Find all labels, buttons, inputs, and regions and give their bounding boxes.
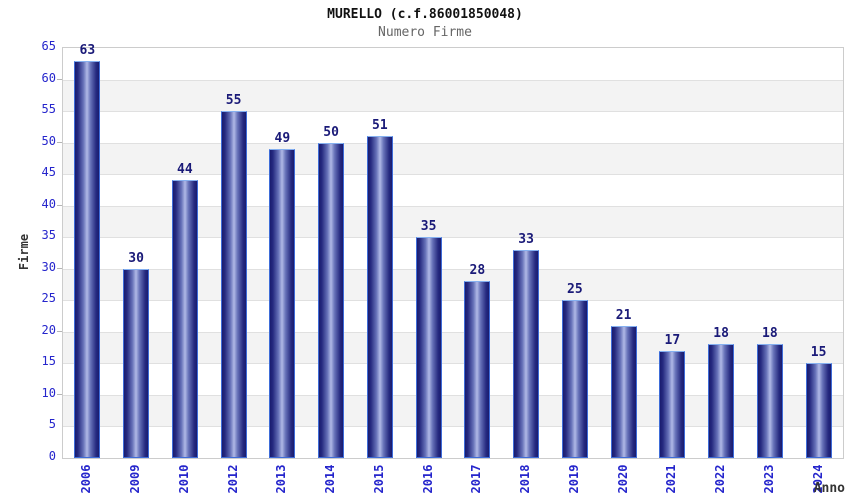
bar-value-label: 17 xyxy=(664,332,681,348)
x-tick-label: 2012 xyxy=(225,464,240,494)
y-tick-mark xyxy=(57,141,62,143)
y-tick-label: 5 xyxy=(48,417,56,432)
y-tick-label: 0 xyxy=(48,449,56,463)
bar xyxy=(318,142,345,458)
x-tick-label: 2016 xyxy=(420,464,435,494)
grid-band xyxy=(63,142,843,175)
x-tick-label: 2021 xyxy=(664,464,679,494)
bars-layer: 63 30 44 55 49 50 51 35 28 33 25 21 17 18 18 15 xyxy=(63,43,843,458)
y-tick-mark xyxy=(57,267,62,269)
bar-slot: 21 xyxy=(599,48,648,458)
bar-value-label: 18 xyxy=(713,326,729,342)
bar xyxy=(366,136,393,458)
x-tick-label: 2009 xyxy=(128,464,143,494)
bar xyxy=(74,60,101,458)
y-tick-label: 10 xyxy=(41,385,56,400)
x-tick-label: 2018 xyxy=(518,464,533,494)
x-tick-label: 2019 xyxy=(566,464,581,494)
y-tick-label: 25 xyxy=(41,291,56,306)
x-tick-label: 2017 xyxy=(469,464,484,494)
bar-value-label: 49 xyxy=(274,130,291,146)
bar xyxy=(123,268,150,458)
x-tick-label: 2022 xyxy=(713,464,728,494)
x-tick-label: 2014 xyxy=(323,464,338,494)
bar xyxy=(561,300,588,458)
bar-value-label: 30 xyxy=(128,250,144,266)
bar-value-label: 28 xyxy=(469,263,486,279)
y-tick-label: 30 xyxy=(41,259,56,274)
bar xyxy=(220,111,247,458)
grid-band xyxy=(63,48,843,80)
x-tick-label: 2015 xyxy=(371,464,386,494)
bar-slot: 33 xyxy=(502,48,551,458)
grid-band xyxy=(63,111,843,143)
bar-slot: 15 xyxy=(794,48,843,458)
bar-slot: 18 xyxy=(746,48,795,458)
y-tick-mark xyxy=(57,204,62,206)
bar-value-label: 25 xyxy=(567,282,583,298)
bar-slot: 49 xyxy=(258,48,307,458)
bar xyxy=(415,237,442,458)
y-tick-label: 65 xyxy=(41,39,56,53)
bar-slot: 44 xyxy=(161,48,210,458)
y-tick-mark xyxy=(57,393,62,395)
bar-slot: 51 xyxy=(356,48,405,458)
bar xyxy=(708,344,735,458)
bar xyxy=(269,148,296,458)
x-tick-label: 2010 xyxy=(176,464,191,494)
bar-value-label: 55 xyxy=(225,93,242,109)
bar-slot: 63 xyxy=(63,43,112,458)
x-tick-label: 2006 xyxy=(79,464,94,494)
y-tick-label: 45 xyxy=(41,165,56,180)
bar-slot: 25 xyxy=(551,48,600,458)
bar-value-label: 51 xyxy=(372,118,388,134)
bar-slot: 28 xyxy=(453,48,502,458)
y-tick-label: 15 xyxy=(41,354,56,369)
bar-slot: 35 xyxy=(404,48,453,458)
bar-value-label: 63 xyxy=(79,42,96,58)
bar xyxy=(171,180,198,458)
y-tick-label: 60 xyxy=(41,70,56,85)
bar-slot: 18 xyxy=(697,48,746,458)
bar-value-label: 44 xyxy=(177,162,193,178)
bar-slot: 55 xyxy=(209,48,258,458)
y-tick-label: 40 xyxy=(41,196,56,211)
chart-subtitle: Numero Firme xyxy=(378,25,472,40)
y-tick-label: 55 xyxy=(41,102,56,117)
plot-area: 63 30 44 55 49 50 51 35 28 33 25 21 17 18 18 15 xyxy=(62,43,844,459)
y-tick-label: 20 xyxy=(41,322,56,337)
bar-slot: 17 xyxy=(648,48,697,458)
x-axis-title: Anno xyxy=(813,481,845,496)
bar xyxy=(513,249,540,458)
bar-slot: 30 xyxy=(112,48,161,458)
bar xyxy=(756,344,783,458)
bar-value-label: 21 xyxy=(615,307,632,323)
x-tick-label: 2020 xyxy=(615,464,630,494)
y-tick-mark xyxy=(57,78,62,80)
bar xyxy=(610,325,637,458)
y-tick-label: 50 xyxy=(41,133,56,148)
bar xyxy=(659,350,686,458)
grid-band xyxy=(63,79,843,112)
x-tick-label: 2023 xyxy=(761,464,776,494)
bar-value-label: 35 xyxy=(420,219,437,235)
bar xyxy=(464,281,491,458)
bar-value-label: 18 xyxy=(762,326,778,342)
y-tick-mark xyxy=(57,330,62,332)
bar-value-label: 50 xyxy=(323,124,339,140)
bar-slot: 50 xyxy=(307,48,356,458)
bar xyxy=(805,363,832,458)
y-tick-label: 35 xyxy=(41,228,56,243)
bar-value-label: 33 xyxy=(518,231,534,247)
bar-value-label: 15 xyxy=(810,345,827,361)
chart-title: MURELLO (c.f.86001850048) xyxy=(327,7,523,22)
x-tick-label: 2013 xyxy=(274,464,289,494)
